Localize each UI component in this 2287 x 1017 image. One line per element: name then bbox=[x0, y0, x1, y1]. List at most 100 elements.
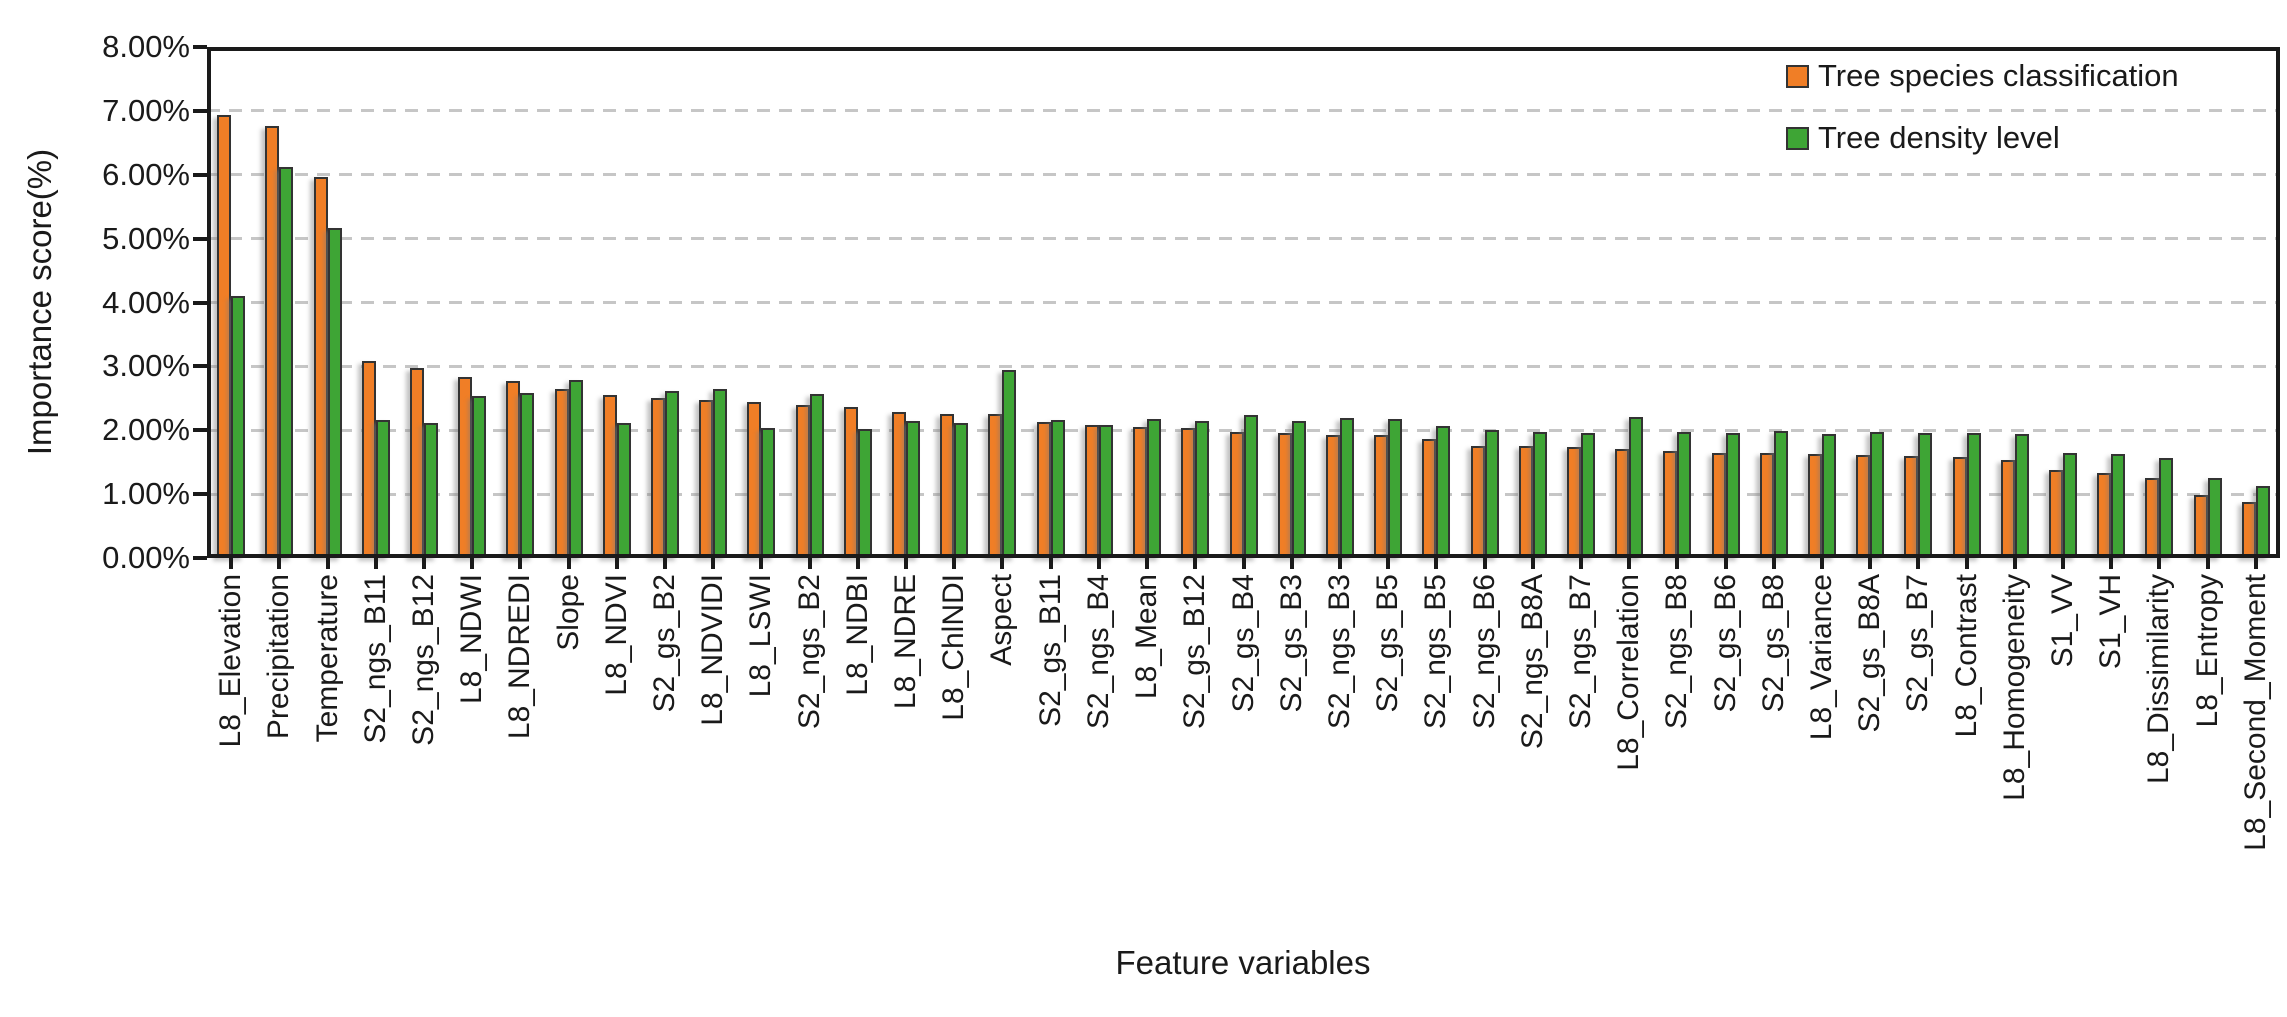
y-axis-tick-label: 2.00% bbox=[102, 412, 190, 448]
x-axis-tick bbox=[2253, 558, 2258, 569]
x-axis-tick-label-slope: Slope bbox=[551, 574, 585, 651]
x-axis-tick bbox=[662, 558, 667, 569]
x-axis-tick bbox=[1241, 558, 1246, 569]
bar-tree-species-classification bbox=[1952, 457, 1967, 558]
y-axis-tick bbox=[193, 428, 207, 433]
x-axis-tick-label-s1-vv: S1_VV bbox=[2046, 574, 2080, 668]
x-axis-tick bbox=[1675, 558, 1680, 569]
x-axis-tick-label-s2-ngs-b5: S2_ngs_B5 bbox=[1419, 574, 1453, 730]
bar-tree-density-level bbox=[761, 428, 776, 558]
bar-tree-species-classification bbox=[458, 376, 473, 558]
bar-tree-species-classification bbox=[1904, 455, 1919, 558]
bar-tree-species-classification bbox=[1663, 451, 1678, 558]
x-axis-tick-label-l8-ndre: L8_NDRE bbox=[889, 574, 923, 710]
bar-tree-density-level bbox=[1484, 430, 1499, 558]
x-axis-tick-label-s2-ngs-b8a: S2_ngs_B8A bbox=[1515, 574, 1549, 750]
y-axis-tick-label: 0.00% bbox=[102, 540, 190, 575]
bar-tree-species-classification bbox=[1277, 433, 1292, 558]
bar-tree-species-classification bbox=[699, 399, 714, 558]
x-axis-tick-label-l8-homogeneity: L8_Homogeneity bbox=[1997, 574, 2031, 801]
x-axis-tick-label-s2-gs-b6: S2_gs_B6 bbox=[1708, 574, 1742, 713]
bar-tree-species-classification bbox=[265, 126, 280, 558]
x-axis-tick bbox=[855, 558, 860, 569]
bar-tree-density-level bbox=[2159, 457, 2174, 558]
bar-tree-density-level bbox=[809, 394, 824, 558]
x-axis-tick-label-s2-ngs-b8: S2_ngs_B8 bbox=[1660, 574, 1694, 730]
x-axis-tick-label-l8-ndvidi: L8_NDVIDI bbox=[696, 574, 730, 726]
x-axis-tick-label-s2-gs-b11: S2_gs_B11 bbox=[1033, 574, 1067, 727]
x-axis-tick-label-l8-contrast: L8_Contrast bbox=[1949, 574, 1983, 738]
bar-tree-density-level bbox=[375, 420, 390, 558]
bar-tree-species-classification bbox=[313, 176, 328, 558]
x-axis-tick bbox=[470, 558, 475, 569]
bar-tree-density-level bbox=[2255, 485, 2270, 558]
x-axis-tick bbox=[1627, 558, 1632, 569]
bar-tree-density-level bbox=[231, 296, 246, 558]
x-axis-tick bbox=[1964, 558, 1969, 569]
x-axis-tick bbox=[518, 558, 523, 569]
x-axis-tick bbox=[277, 558, 282, 569]
x-axis-tick bbox=[229, 558, 234, 569]
x-axis-tick bbox=[952, 558, 957, 569]
x-axis-tick bbox=[711, 558, 716, 569]
bar-tree-density-level bbox=[1966, 433, 1981, 558]
x-axis-tick bbox=[1916, 558, 1921, 569]
x-axis-tick bbox=[1145, 558, 1150, 569]
bar-tree-species-classification bbox=[2241, 501, 2256, 558]
bar-tree-species-classification bbox=[361, 360, 376, 558]
x-axis-tick-label-l8-variance: L8_Variance bbox=[1805, 574, 1838, 741]
x-axis-tick-label-precipitation: Precipitation bbox=[262, 574, 296, 740]
bar-tree-species-classification bbox=[1036, 421, 1051, 558]
x-axis-tick bbox=[614, 558, 619, 569]
x-axis-tick-label-l8-dissimilarity: L8_Dissimilarity bbox=[2142, 574, 2176, 785]
bar-tree-species-classification bbox=[217, 115, 232, 558]
x-axis-tick bbox=[2205, 558, 2210, 569]
x-axis-tick bbox=[759, 558, 764, 569]
x-axis-tick-label-l8-chlndi: L8_ChlNDI bbox=[937, 574, 971, 721]
bar-tree-species-classification bbox=[1808, 453, 1822, 558]
bar-tree-species-classification bbox=[843, 407, 858, 558]
x-axis-tick bbox=[1530, 558, 1535, 569]
bar-tree-species-classification bbox=[1615, 449, 1630, 558]
bar-tree-species-classification bbox=[506, 381, 521, 558]
y-axis-tick-label: 3.00% bbox=[102, 348, 190, 384]
x-axis-tick-label-s2-gs-b2: S2_gs_B2 bbox=[647, 574, 681, 713]
legend-item-tree-density-level: Tree density level bbox=[1786, 120, 2179, 156]
bar-tree-density-level bbox=[1580, 432, 1595, 558]
x-axis-tick bbox=[1482, 558, 1487, 569]
bar-tree-density-level bbox=[279, 167, 294, 558]
y-axis-tick bbox=[193, 300, 207, 305]
bar-tree-species-classification bbox=[2049, 470, 2064, 558]
bar-tree-density-level bbox=[1243, 414, 1258, 558]
y-axis-tick-label: 1.00% bbox=[102, 476, 190, 512]
bar-tree-density-level bbox=[713, 388, 728, 558]
x-axis-tick bbox=[1096, 558, 1101, 569]
x-axis-tick-label-s2-gs-b8: S2_gs_B8 bbox=[1756, 574, 1790, 713]
x-axis-tick bbox=[566, 558, 571, 569]
x-axis-tick bbox=[1771, 558, 1776, 569]
bar-tree-species-classification bbox=[1566, 446, 1581, 558]
gridline bbox=[207, 237, 2280, 241]
bar-tree-species-classification bbox=[988, 413, 1003, 558]
x-axis-tick-label-s2-ngs-b7: S2_ngs_B7 bbox=[1563, 574, 1597, 730]
y-axis-tick-label: 7.00% bbox=[102, 92, 190, 128]
x-axis-tick bbox=[1337, 558, 1342, 569]
x-axis-tick bbox=[2109, 558, 2114, 569]
bar-tree-density-level bbox=[2207, 478, 2222, 558]
bar-tree-density-level bbox=[1532, 431, 1547, 558]
x-axis-tick-label-s1-vh: S1_VH bbox=[2094, 574, 2128, 670]
x-axis-tick-label-l8-correlation: L8_Correlation bbox=[1612, 574, 1646, 771]
x-axis-tick bbox=[1868, 558, 1873, 569]
bar-tree-density-level bbox=[1629, 417, 1644, 558]
bar-tree-density-level bbox=[1822, 434, 1836, 558]
bar-tree-species-classification bbox=[2145, 478, 2160, 558]
bar-tree-species-classification bbox=[1759, 452, 1774, 558]
y-axis-tick bbox=[193, 556, 207, 560]
x-axis-tick bbox=[2061, 558, 2066, 569]
bar-tree-density-level bbox=[857, 428, 872, 558]
x-axis-tick bbox=[2157, 558, 2162, 569]
x-axis-tick-label-l8-ndwi: L8_NDWI bbox=[455, 574, 489, 705]
bar-tree-density-level bbox=[1147, 418, 1162, 558]
x-axis-tick bbox=[1578, 558, 1583, 569]
